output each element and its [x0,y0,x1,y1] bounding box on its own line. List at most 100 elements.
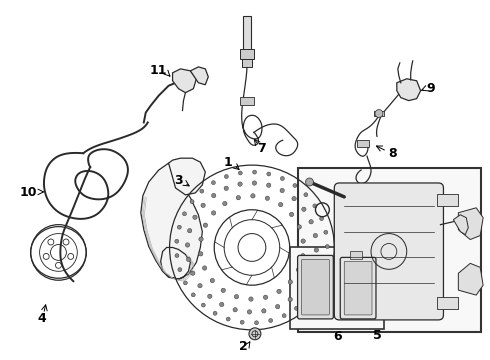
Circle shape [282,314,286,318]
Circle shape [314,285,318,289]
Circle shape [178,268,182,272]
Circle shape [277,289,281,294]
Circle shape [278,202,283,207]
Bar [297,168,481,332]
Text: 3: 3 [174,174,183,186]
Circle shape [319,217,323,221]
Circle shape [265,196,270,201]
Circle shape [191,293,195,297]
Circle shape [262,309,266,313]
Circle shape [324,259,328,263]
Circle shape [212,193,216,198]
Circle shape [267,183,271,188]
Circle shape [203,223,208,228]
Text: 8: 8 [389,147,397,160]
FancyBboxPatch shape [344,261,372,315]
Circle shape [293,184,297,188]
Circle shape [304,193,308,197]
Circle shape [183,281,187,285]
Circle shape [290,212,294,217]
Circle shape [252,181,257,185]
Bar [350,251,362,260]
Bar [243,16,251,51]
Circle shape [302,207,306,211]
Circle shape [202,266,207,270]
Bar [242,59,252,67]
Circle shape [249,297,253,301]
FancyBboxPatch shape [297,255,333,319]
Circle shape [252,170,257,174]
Polygon shape [169,158,205,195]
Polygon shape [458,264,483,295]
Circle shape [292,197,296,201]
Polygon shape [397,79,420,100]
Circle shape [307,275,311,280]
Circle shape [240,320,244,324]
Circle shape [296,267,301,272]
Circle shape [213,311,217,315]
Polygon shape [458,208,483,239]
Circle shape [238,182,242,186]
Circle shape [211,211,216,215]
Polygon shape [141,163,202,279]
Circle shape [190,200,194,204]
Circle shape [199,237,203,241]
Circle shape [314,248,319,252]
Circle shape [267,172,271,176]
Polygon shape [191,67,208,85]
Circle shape [234,294,239,299]
Circle shape [313,233,318,238]
Circle shape [263,295,268,300]
Circle shape [312,262,317,266]
Circle shape [298,287,303,292]
Bar [290,247,384,329]
Circle shape [313,204,317,208]
Circle shape [224,175,228,179]
Circle shape [301,239,305,243]
Circle shape [175,239,179,243]
Circle shape [236,195,241,200]
Circle shape [269,319,272,323]
Circle shape [251,194,255,198]
Circle shape [224,186,228,190]
Circle shape [254,321,259,325]
Circle shape [275,305,280,309]
Circle shape [297,225,301,229]
Circle shape [198,252,203,256]
Circle shape [201,203,205,207]
Circle shape [305,297,309,301]
Circle shape [211,181,216,185]
Text: 7: 7 [257,142,266,155]
Circle shape [193,215,197,220]
Circle shape [280,188,284,193]
Circle shape [198,284,202,288]
Bar [437,297,458,309]
Circle shape [186,257,191,262]
Circle shape [201,303,205,307]
Circle shape [220,302,224,307]
Circle shape [175,253,179,258]
Bar [374,111,384,117]
Bar [240,49,254,59]
Circle shape [320,273,324,276]
Circle shape [222,201,227,206]
Polygon shape [453,215,468,235]
Circle shape [294,306,298,310]
Text: 9: 9 [426,82,435,95]
Text: 11: 11 [150,64,168,77]
Text: 1: 1 [224,156,233,168]
Circle shape [238,171,242,175]
Circle shape [185,243,190,247]
Circle shape [233,307,237,312]
Circle shape [288,280,293,284]
Text: 6: 6 [333,330,342,343]
Circle shape [182,212,187,216]
Circle shape [306,178,314,186]
Circle shape [226,317,230,321]
Text: 4: 4 [37,312,46,325]
Circle shape [177,225,181,229]
Circle shape [324,230,328,234]
Circle shape [325,244,329,248]
Text: 10: 10 [20,186,37,199]
Bar [240,96,254,105]
